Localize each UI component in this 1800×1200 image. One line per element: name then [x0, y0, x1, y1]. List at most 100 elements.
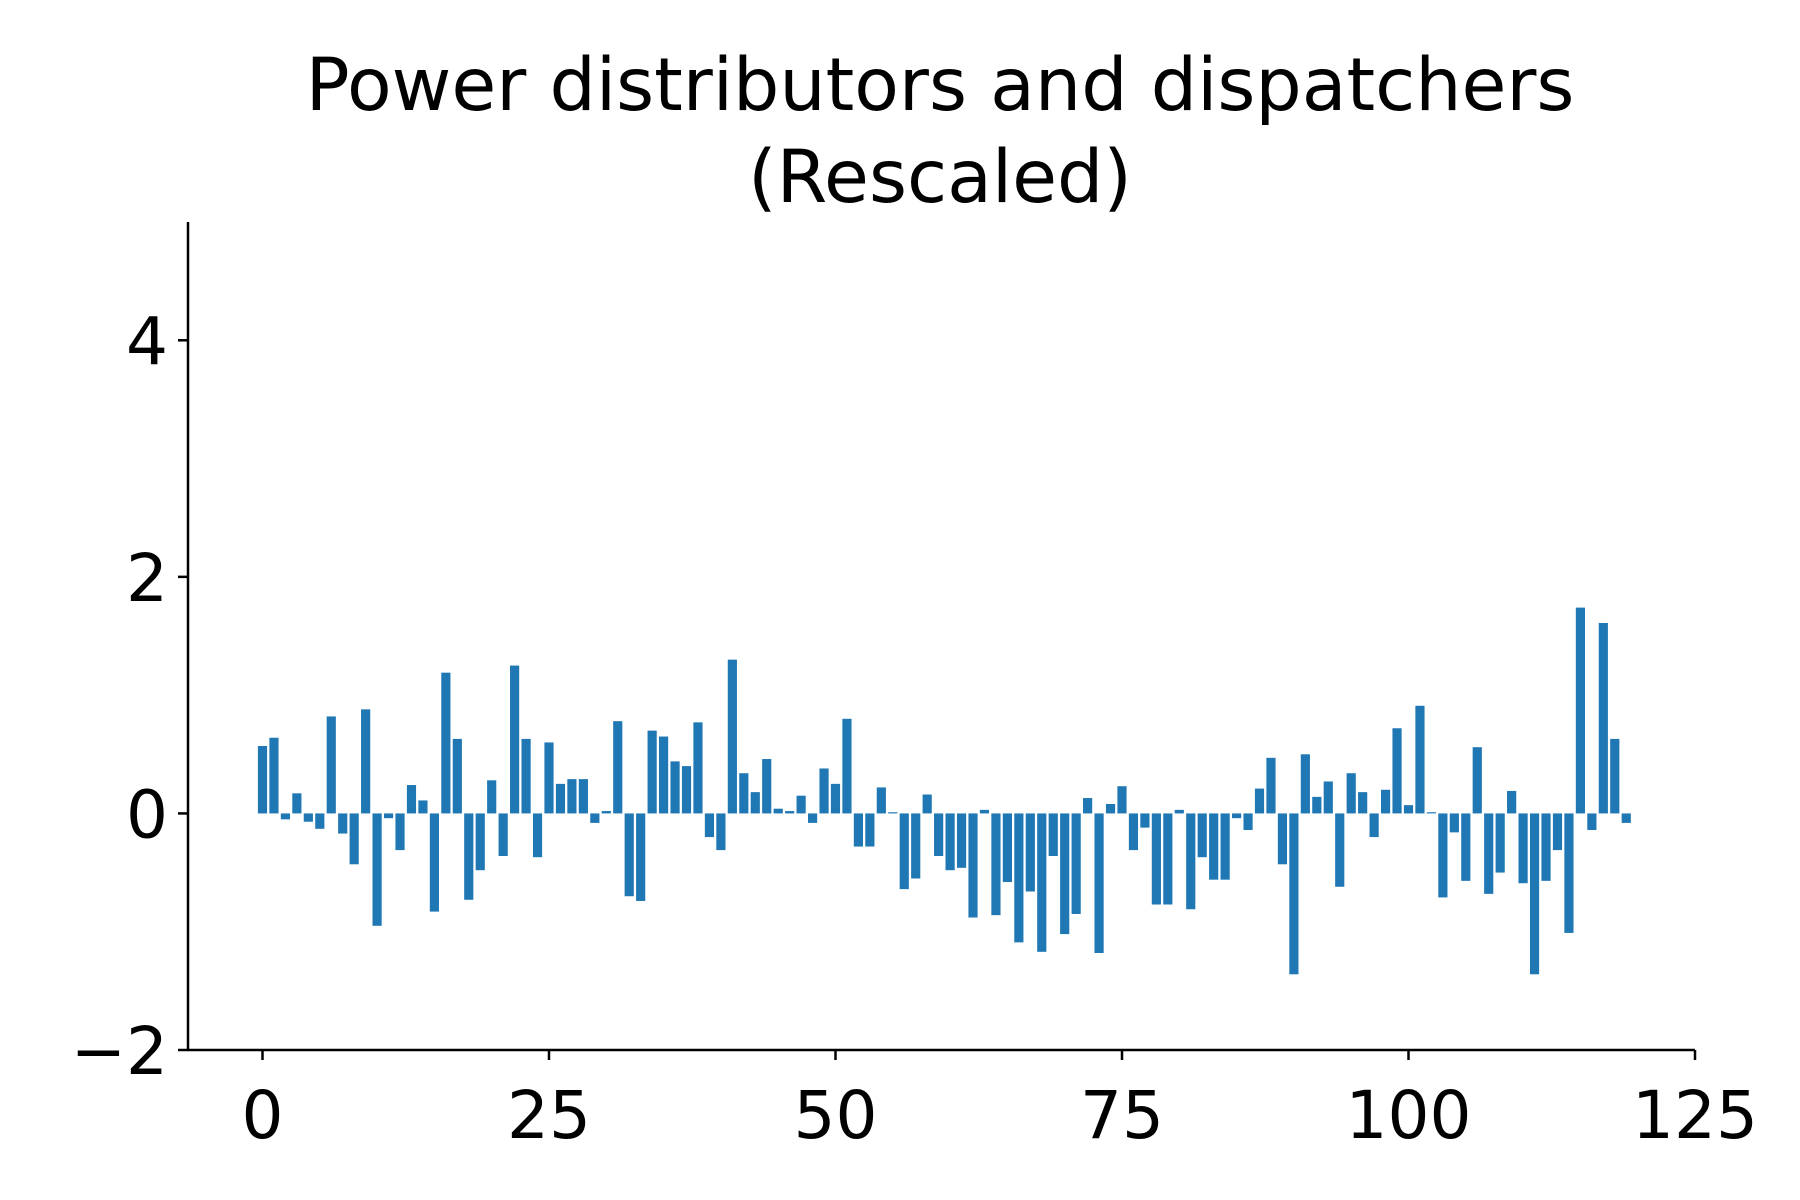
- bar-106: [1472, 747, 1482, 814]
- bar-59: [934, 813, 944, 857]
- bar-85: [1232, 813, 1242, 819]
- bar-88: [1266, 757, 1276, 814]
- bar-75: [1117, 786, 1127, 814]
- bar-118: [1610, 738, 1620, 814]
- bar-110: [1518, 813, 1528, 884]
- bar-103: [1438, 813, 1448, 898]
- bar-42: [739, 773, 749, 814]
- x-tick-label-125: 125: [1632, 1077, 1758, 1154]
- bar-49: [819, 768, 829, 814]
- bar-63: [979, 809, 990, 814]
- bar-5: [315, 813, 325, 829]
- bar-64: [991, 813, 1001, 916]
- bar-117: [1598, 622, 1608, 814]
- bar-24: [532, 813, 543, 858]
- bar-78: [1151, 813, 1161, 905]
- bar-68: [1037, 813, 1047, 952]
- bar-8: [349, 813, 359, 865]
- bar-71: [1071, 813, 1081, 914]
- bar-74: [1105, 803, 1116, 814]
- bar-119: [1621, 813, 1631, 823]
- bar-35: [659, 736, 669, 814]
- x-tick-label-25: 25: [507, 1077, 591, 1154]
- bar-38: [693, 722, 703, 814]
- bar-87: [1254, 788, 1265, 814]
- y-tick-label-4: 4: [126, 303, 168, 380]
- bar-22: [510, 665, 520, 814]
- chart-title: Power distributors and dispatchers: [305, 43, 1575, 128]
- bar-4: [303, 813, 313, 822]
- ticks-group: 0 25 50 75 100 125 −2 0 2 4: [71, 303, 1758, 1154]
- y-tick-label-2: 2: [126, 540, 168, 617]
- bar-58: [922, 794, 932, 814]
- bar-66: [1014, 813, 1024, 943]
- bar-65: [1002, 813, 1012, 883]
- bar-13: [406, 785, 417, 814]
- bar-61: [956, 813, 967, 868]
- bar-111: [1529, 813, 1540, 975]
- bar-39: [704, 813, 715, 838]
- bar-16: [441, 672, 451, 814]
- bar-116: [1587, 813, 1597, 830]
- bar-84: [1220, 813, 1230, 880]
- bar-46: [785, 811, 795, 814]
- bar-7: [338, 813, 348, 834]
- chart-subtitle: (Rescaled): [748, 135, 1132, 220]
- x-tick-label-0: 0: [241, 1077, 283, 1154]
- bar-1: [269, 737, 279, 814]
- bar-54: [876, 787, 886, 814]
- bar-95: [1346, 773, 1356, 814]
- bar-89: [1277, 813, 1288, 865]
- bar-83: [1209, 813, 1219, 880]
- bar-2: [280, 813, 290, 820]
- y-tick-label-0: 0: [126, 776, 168, 853]
- axes-group: [186, 222, 1695, 1052]
- bars-group: [257, 607, 1631, 975]
- x-tick-label-50: 50: [794, 1077, 878, 1154]
- bar-86: [1243, 813, 1253, 830]
- bar-67: [1025, 813, 1035, 892]
- bar-20: [487, 780, 497, 814]
- bar-92: [1312, 796, 1322, 814]
- bar-53: [865, 813, 875, 847]
- bar-3: [292, 793, 302, 814]
- bar-101: [1415, 705, 1425, 814]
- bar-28: [578, 779, 588, 814]
- bar-43: [750, 792, 760, 814]
- bar-107: [1484, 813, 1494, 894]
- bar-9: [361, 709, 371, 814]
- bar-15: [429, 813, 439, 912]
- bar-30: [601, 811, 611, 814]
- bar-32: [624, 813, 634, 897]
- bar-36: [670, 761, 680, 814]
- bar-47: [796, 795, 806, 814]
- bar-112: [1541, 813, 1551, 881]
- bar-10: [372, 813, 382, 926]
- bar-77: [1140, 813, 1150, 828]
- bar-96: [1358, 792, 1368, 814]
- bar-21: [498, 813, 508, 857]
- bar-109: [1507, 790, 1517, 814]
- bar-81: [1186, 813, 1196, 910]
- bar-69: [1048, 813, 1058, 857]
- y-tick-label--2: −2: [71, 1013, 168, 1090]
- bar-18: [464, 813, 474, 900]
- bar-102: [1426, 812, 1436, 814]
- bar-19: [475, 813, 485, 871]
- bar-90: [1289, 813, 1299, 975]
- bar-80: [1174, 809, 1184, 814]
- bar-12: [395, 813, 405, 851]
- bar-60: [945, 813, 955, 871]
- chart-title-block: Power distributors and dispatchers (Resc…: [150, 40, 1730, 224]
- bar-26: [555, 783, 566, 814]
- bar-45: [773, 808, 783, 814]
- bar-48: [807, 813, 818, 823]
- bar-34: [647, 730, 657, 814]
- bar-23: [521, 738, 531, 814]
- bar-14: [418, 800, 428, 814]
- bar-70: [1060, 813, 1070, 935]
- bar-6: [326, 716, 336, 814]
- bar-91: [1300, 754, 1310, 814]
